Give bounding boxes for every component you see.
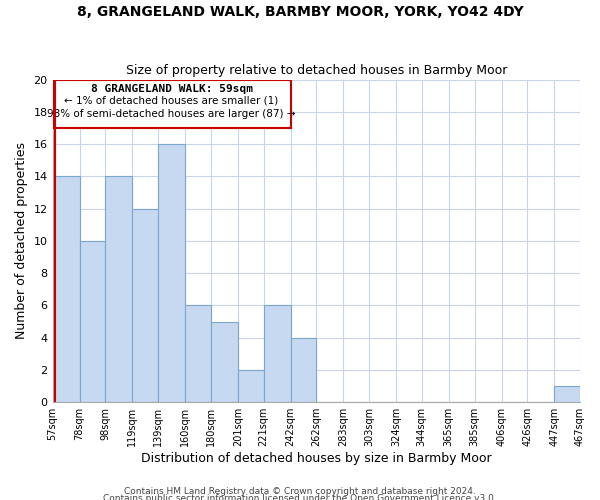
Bar: [238, 370, 263, 402]
Text: 98% of semi-detached houses are larger (87) →: 98% of semi-detached houses are larger (…: [47, 108, 296, 118]
Bar: [554, 386, 580, 402]
Text: 8 GRANGELAND WALK: 59sqm: 8 GRANGELAND WALK: 59sqm: [91, 84, 253, 94]
Bar: [290, 338, 316, 402]
Y-axis label: Number of detached properties: Number of detached properties: [15, 142, 28, 340]
FancyBboxPatch shape: [53, 80, 290, 128]
Bar: [133, 208, 158, 402]
Text: Contains HM Land Registry data © Crown copyright and database right 2024.: Contains HM Land Registry data © Crown c…: [124, 487, 476, 496]
Bar: [211, 322, 238, 402]
Bar: [185, 306, 211, 402]
Text: Contains public sector information licensed under the Open Government Licence v3: Contains public sector information licen…: [103, 494, 497, 500]
X-axis label: Distribution of detached houses by size in Barmby Moor: Distribution of detached houses by size …: [141, 452, 491, 465]
Bar: [105, 176, 133, 402]
Bar: [53, 176, 80, 402]
Bar: [158, 144, 185, 402]
Bar: [80, 241, 105, 402]
Title: Size of property relative to detached houses in Barmby Moor: Size of property relative to detached ho…: [125, 64, 507, 77]
Bar: [263, 306, 290, 402]
Text: ← 1% of detached houses are smaller (1): ← 1% of detached houses are smaller (1): [64, 96, 278, 106]
Text: 8, GRANGELAND WALK, BARMBY MOOR, YORK, YO42 4DY: 8, GRANGELAND WALK, BARMBY MOOR, YORK, Y…: [77, 5, 523, 19]
